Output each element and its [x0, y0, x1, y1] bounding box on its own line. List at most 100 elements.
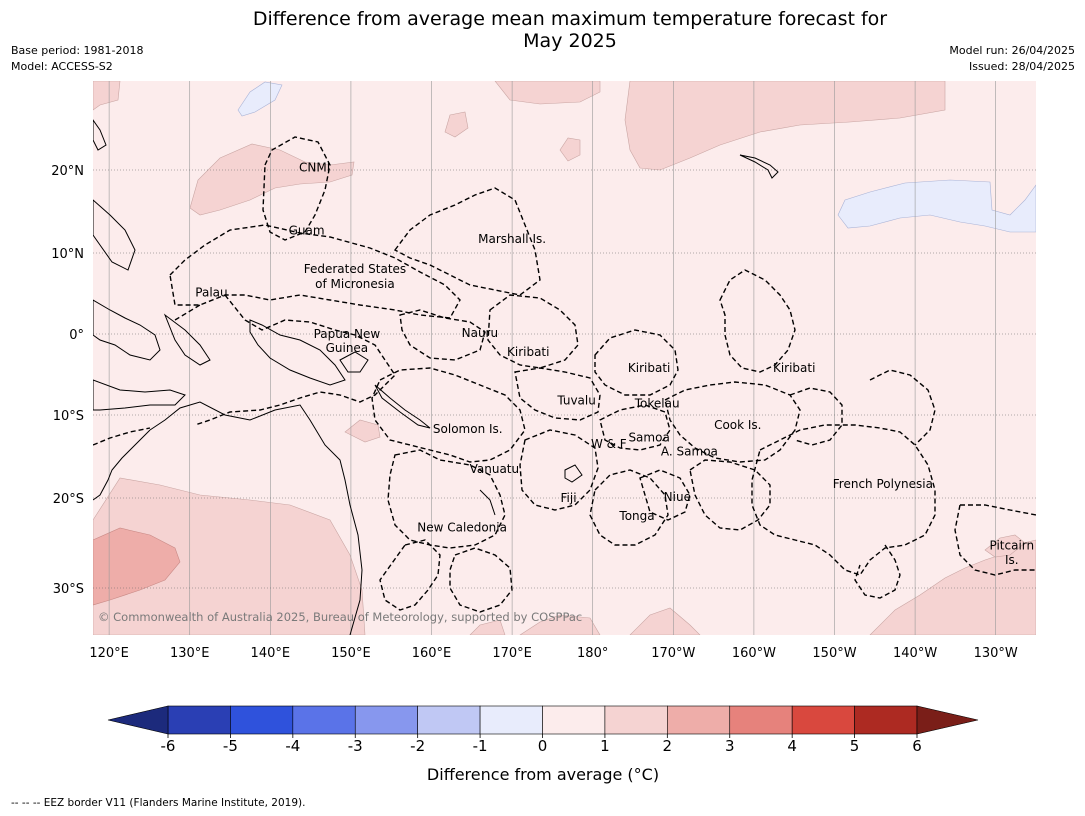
eez-pitcairn [954, 504, 1036, 576]
colorbar-tick-label: -4 [285, 737, 300, 755]
eez-marshall [393, 187, 541, 296]
region-label: Tuvalu [556, 393, 596, 407]
longitude-label: 160°E [412, 646, 452, 661]
anomaly-2-to-3-area [93, 527, 181, 606]
colorbar-box [729, 705, 793, 735]
longitude-label: 150°E [331, 646, 371, 661]
base-period-text: Base period: 1981-2018 [11, 44, 144, 57]
colorbar-tick-label: 6 [912, 737, 922, 755]
colorbar-tick-label: 5 [850, 737, 860, 755]
eez-kiribati-phoenix [594, 329, 679, 396]
eez-tuvalu [514, 367, 601, 421]
colorbar-box [604, 705, 668, 735]
eez-french-polynesia [751, 424, 936, 576]
eez-solomon [371, 367, 526, 463]
colorbar-under-arrow [107, 705, 169, 735]
region-label: W & F [591, 437, 627, 451]
fiji-coast [564, 464, 583, 483]
map-title: Difference from average mean maximum tem… [170, 8, 970, 52]
region-label: Vanuatu [470, 462, 520, 476]
eez-west [93, 427, 151, 446]
copyright-text: © Commonwealth of Australia 2025, Bureau… [98, 610, 582, 624]
colorbar-tick-label: 3 [725, 737, 735, 755]
issued-text: Issued: 28/04/2025 [968, 60, 1075, 73]
colorbar-box [354, 705, 418, 735]
anomaly-minus1-to-0-areas [237, 81, 1036, 233]
eez-fiji [519, 429, 599, 511]
eez-micronesia [169, 224, 461, 319]
region-label: Cook Is. [714, 418, 761, 432]
latitude-label: 10°N [51, 247, 84, 262]
anomaly-1-to-2-areas [93, 81, 1036, 635]
colorbar: -6 -5 -4 -3 -2 -1 0 1 2 3 4 5 6 Difference from aver… [107, 705, 979, 784]
eez-marquesas [869, 369, 936, 446]
colorbar-tick-label: 4 [787, 737, 797, 755]
colorbar-box [167, 705, 231, 735]
philippines-coast [93, 199, 136, 271]
region-label: Solomon Is. [433, 422, 503, 436]
latitude-label: 0° [69, 328, 84, 343]
colorbar-box [791, 705, 855, 735]
colorbar-tick-label: 1 [600, 737, 610, 755]
colorbar-ticks: -6 -5 -4 -3 -2 -1 0 1 2 3 4 5 6 [161, 734, 922, 755]
eez-cnmi-guam [262, 136, 331, 241]
eez-png [174, 294, 396, 426]
longitude-label: 180° [577, 646, 608, 661]
colorbar-tick-label: -5 [223, 737, 238, 755]
colorbar-label: Difference from average (°C) [427, 765, 659, 784]
meta-right: Model run: 26/04/2025 Issued: 28/04/2025 [949, 43, 1075, 75]
latitude-label: 30°S [53, 582, 84, 597]
australia-coast [149, 401, 363, 635]
new-guinea-coast [249, 319, 346, 386]
region-label: Tonga [618, 509, 654, 523]
colorbar-box [854, 705, 918, 735]
eez-nauru [399, 309, 486, 361]
map-title-line1: Difference from average mean maximum tem… [252, 8, 888, 30]
region-label: Palau [195, 286, 227, 300]
eez-footnote: -- -- -- EEZ border V11 (Flanders Marine… [11, 797, 306, 809]
eez-niue [639, 469, 691, 521]
colorbar-tick-label: -3 [348, 737, 363, 755]
region-label: Papua New [314, 327, 381, 341]
latitude-label: 10°S [53, 409, 84, 424]
latitude-label: 20°S [53, 492, 84, 507]
eez-borders [93, 136, 1036, 613]
longitude-label: 150°W [812, 646, 856, 661]
longitude-label: 130°W [974, 646, 1018, 661]
latitude-labels: 20°N 10°N 0° 10°S 20°S 30°S [51, 164, 84, 597]
colorbar-tick-label: 0 [538, 737, 548, 755]
longitude-label: 160°W [732, 646, 776, 661]
map-title-line2: May 2025 [523, 30, 617, 52]
region-label: Samoa [628, 430, 669, 444]
colorbar-box [417, 705, 481, 735]
colorbar-boxes [167, 705, 918, 735]
region-label: Kiribati [628, 361, 670, 375]
solomon-islands-coast [374, 384, 431, 429]
region-label: Guinea [326, 341, 369, 355]
longitude-label: 130°E [170, 646, 210, 661]
colorbar-box [479, 705, 543, 735]
region-label: Guam [289, 224, 325, 238]
meta-left: Base period: 1981-2018 Model: ACCESS-S2 [11, 43, 143, 75]
eez-cook-north [664, 381, 801, 463]
region-label: Niue [664, 490, 691, 504]
eez-austral [854, 544, 901, 599]
coastlines [93, 119, 779, 635]
colorbar-box [667, 705, 731, 735]
longitude-label: 170°E [492, 646, 532, 661]
eez-new-caledonia-a [379, 539, 441, 611]
colorbar-box [542, 705, 606, 735]
model-text: Model: ACCESS-S2 [11, 60, 113, 73]
eez-vanuatu [387, 449, 506, 549]
longitude-gridlines [108, 81, 997, 635]
longitude-labels: 120°E 130°E 140°E 150°E 160°E 170°E 180° 170°W 1… [89, 646, 1018, 661]
colorbar-tick-label: 2 [663, 737, 673, 755]
eez-new-caledonia-b [449, 547, 513, 613]
region-label: Pitcairn [990, 539, 1035, 553]
latitude-label: 20°N [51, 164, 84, 179]
region-label: CNMI [299, 161, 330, 175]
latitude-gridlines [93, 169, 1036, 589]
